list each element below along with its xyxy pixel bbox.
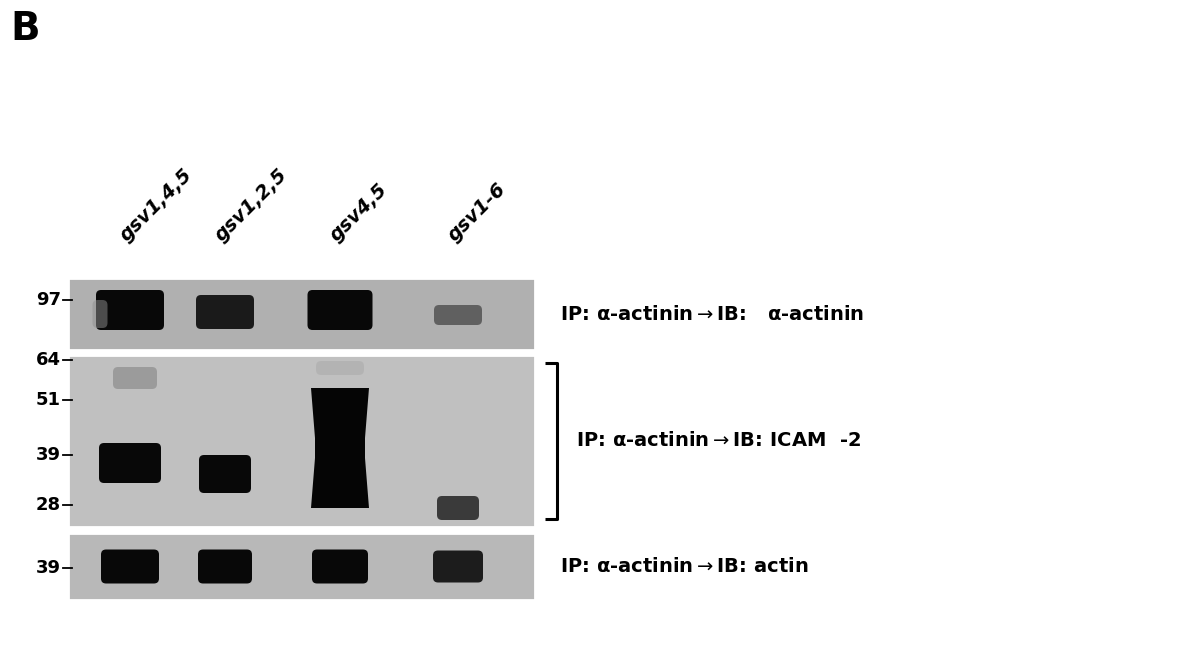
Text: gsv4,5: gsv4,5 [327, 180, 391, 245]
Text: IP: $\mathbf{\alpha}$-actinin$\rightarrow$IB: ICAM  -2: IP: $\mathbf{\alpha}$-actinin$\rightarro… [576, 432, 861, 450]
FancyBboxPatch shape [199, 549, 252, 584]
Text: B: B [10, 10, 39, 48]
FancyBboxPatch shape [316, 361, 364, 375]
Bar [68, 278, 535, 350]
FancyBboxPatch shape [312, 549, 368, 584]
FancyBboxPatch shape [99, 443, 161, 483]
Text: gsv1-6: gsv1-6 [445, 179, 511, 245]
FancyBboxPatch shape [92, 300, 108, 328]
Text: IP: $\mathbf{\alpha}$-actinin$\rightarrow$IB: actin: IP: $\mathbf{\alpha}$-actinin$\rightarro… [560, 557, 808, 576]
Text: 64: 64 [36, 351, 61, 369]
FancyBboxPatch shape [100, 549, 159, 584]
FancyBboxPatch shape [307, 290, 372, 330]
FancyBboxPatch shape [96, 290, 164, 330]
FancyBboxPatch shape [112, 367, 157, 389]
Text: gsv1,4,5: gsv1,4,5 [116, 165, 196, 245]
Text: 39: 39 [36, 446, 61, 464]
Bar [68, 533, 535, 600]
Text: 28: 28 [36, 496, 61, 514]
Polygon shape [311, 388, 370, 508]
Text: 51: 51 [36, 391, 61, 409]
Text: IP: $\mathbf{\alpha}$-actinin$\rightarrow$IB:   $\mathbf{\alpha}$-actinin: IP: $\mathbf{\alpha}$-actinin$\rightarro… [560, 305, 865, 324]
FancyBboxPatch shape [433, 551, 483, 582]
FancyBboxPatch shape [199, 455, 251, 493]
Text: 39: 39 [36, 559, 61, 577]
FancyBboxPatch shape [434, 305, 482, 325]
Bar [68, 355, 535, 527]
FancyBboxPatch shape [196, 295, 254, 329]
Text: gsv1,2,5: gsv1,2,5 [212, 165, 292, 245]
Text: 97: 97 [36, 291, 61, 309]
FancyBboxPatch shape [437, 496, 480, 520]
